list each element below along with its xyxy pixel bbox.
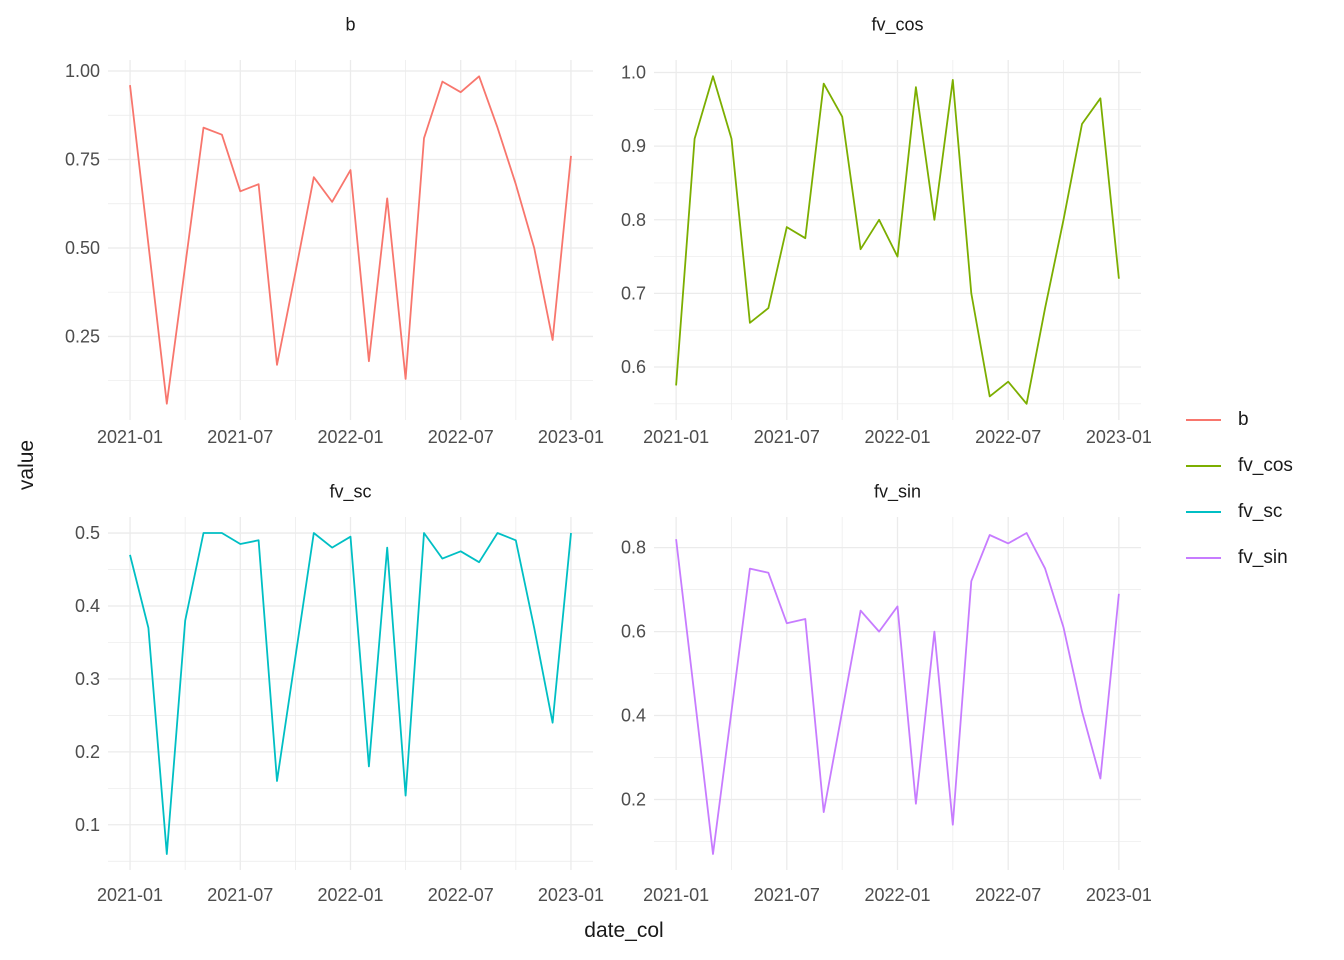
- gridlines-major: [108, 517, 593, 870]
- gridlines-major: [654, 517, 1141, 870]
- x-tick-label: 2021-07: [207, 885, 273, 905]
- y-tick-label: 0.6: [621, 622, 646, 642]
- facet-title-b: b: [345, 14, 356, 35]
- x-tick-label: 2021-01: [97, 427, 163, 447]
- x-tick-label: 2023-01: [1086, 427, 1152, 447]
- y-tick-label: 0.6: [621, 357, 646, 377]
- y-tick-label: 0.50: [65, 238, 100, 258]
- x-tick-label: 2021-07: [754, 885, 820, 905]
- series-line-fv_cos: [675, 75, 1120, 405]
- legend: b fv_cos fv_sc fv_sin: [1186, 397, 1293, 581]
- legend-line-swatch-b: [1186, 419, 1221, 421]
- y-tick-label: 0.8: [621, 210, 646, 230]
- y-axis-title: value: [15, 439, 38, 491]
- y-tick-label: 0.2: [621, 789, 646, 809]
- series-line-fv_sin: [675, 532, 1120, 855]
- y-tick-label: 0.25: [65, 326, 100, 346]
- x-tick-label: 2022-07: [975, 885, 1041, 905]
- y-tick-label: 0.8: [621, 538, 646, 558]
- x-tick-label: 2023-01: [1086, 885, 1152, 905]
- facet-panel-fv_cos: 0.6 0.7 0.8 0.9 1.0 2021-01 2021-07 2022-01 2022…: [621, 60, 1152, 447]
- x-tick-label: 2023-01: [538, 427, 604, 447]
- x-tick-label: 2022-07: [428, 885, 494, 905]
- y-tick-label: 0.1: [75, 815, 100, 835]
- gridlines-minor: [654, 517, 1141, 870]
- y-tick-label: 0.5: [75, 523, 100, 543]
- x-tick-label: 2022-07: [428, 427, 494, 447]
- y-tick-label: 0.7: [621, 283, 646, 303]
- facet-panel-fv_sc: 0.1 0.2 0.3 0.4 0.5 2021-01 2021-07 2022-01 2022…: [75, 517, 604, 905]
- facet-title-fv-cos: fv_cos: [871, 14, 924, 35]
- x-tick-label: 2021-07: [207, 427, 273, 447]
- facet-panel-b: 0.25 0.50 0.75 1.00 2021-01 2021-07 2022-01 202…: [65, 60, 604, 447]
- facet-panel-fv_sin: 0.2 0.4 0.6 0.8 2021-01 2021-07 2022-01 2022-07…: [621, 517, 1152, 905]
- legend-label-fv-sin: fv_sin: [1238, 547, 1288, 568]
- y-tick-label: 0.75: [65, 149, 100, 169]
- legend-label-fv-sc: fv_sc: [1238, 501, 1283, 522]
- legend-line-swatch-fv-cos: [1186, 465, 1221, 467]
- x-tick-label: 2021-01: [97, 885, 163, 905]
- x-tick-label: 2021-01: [643, 427, 709, 447]
- legend-label-b: b: [1238, 409, 1249, 430]
- y-tick-label: 1.0: [621, 63, 646, 83]
- legend-line-swatch-fv-sc: [1186, 511, 1221, 513]
- series-line-b: [129, 75, 572, 405]
- gridlines-major: [654, 60, 1141, 420]
- x-tick-label: 2022-07: [975, 427, 1041, 447]
- x-tick-label: 2021-01: [643, 885, 709, 905]
- x-tick-label: 2021-07: [754, 427, 820, 447]
- y-tick-label: 0.4: [621, 706, 646, 726]
- legend-label-fv-cos: fv_cos: [1238, 455, 1293, 476]
- x-tick-label: 2023-01: [538, 885, 604, 905]
- legend-item-fv-sc: fv_sc: [1186, 489, 1293, 535]
- legend-item-b: b: [1186, 397, 1293, 443]
- y-tick-label: 0.3: [75, 669, 100, 689]
- x-tick-label: 2022-01: [864, 885, 930, 905]
- legend-item-fv-cos: fv_cos: [1186, 443, 1293, 489]
- facet-title-fv-sin: fv_sin: [873, 481, 922, 502]
- x-tick-label: 2022-01: [864, 427, 930, 447]
- x-tick-label: 2022-01: [317, 427, 383, 447]
- series-line-fv_sc: [129, 532, 572, 855]
- gridlines-major: [108, 60, 593, 420]
- y-tick-label: 1.00: [65, 61, 100, 81]
- x-tick-label: 2022-01: [317, 885, 383, 905]
- legend-item-fv-sin: fv_sin: [1186, 535, 1293, 581]
- y-tick-label: 0.4: [75, 596, 100, 616]
- y-tick-label: 0.9: [621, 136, 646, 156]
- legend-line-swatch-fv-sin: [1186, 557, 1221, 559]
- facet-title-fv-sc: fv_sc: [329, 481, 372, 502]
- x-axis-title: date_col: [584, 919, 664, 942]
- y-tick-label: 0.2: [75, 742, 100, 762]
